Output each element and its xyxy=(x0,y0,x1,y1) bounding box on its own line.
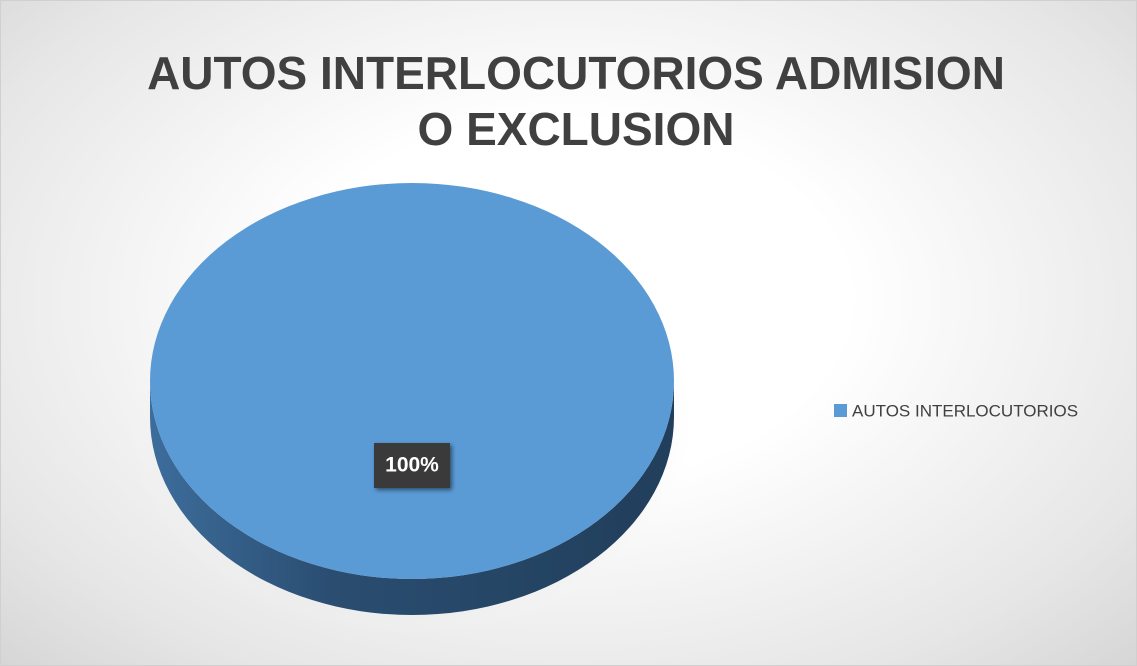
pie-slice xyxy=(150,183,674,579)
pie-side xyxy=(150,381,674,615)
data-label-box xyxy=(374,443,450,488)
legend-label: AUTOS INTERLOCUTORIOS xyxy=(852,401,1078,420)
chart-title: AUTOS INTERLOCUTORIOS ADMISION O EXCLUSI… xyxy=(147,47,1005,155)
legend-swatch xyxy=(834,404,847,417)
data-label: 100% xyxy=(385,454,439,477)
